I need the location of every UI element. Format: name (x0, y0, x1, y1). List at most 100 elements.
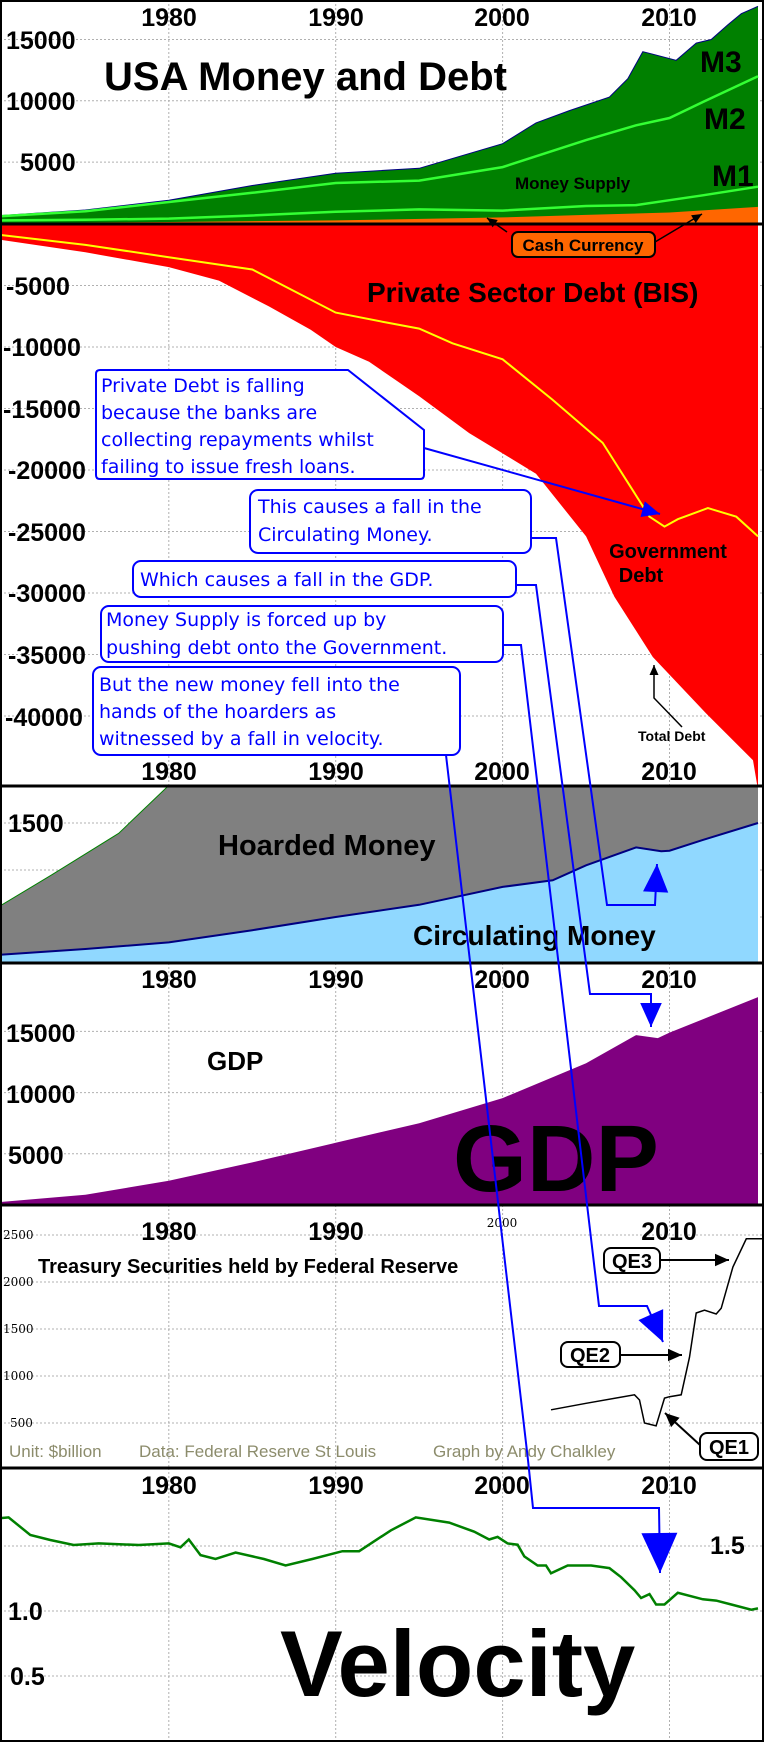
y-tick-label: -25000 (8, 519, 86, 547)
x-tick-label: 2010 (641, 966, 697, 994)
y-tick-label: 1.0 (8, 1598, 43, 1626)
chart-title: USA Money and Debt (104, 55, 507, 99)
total-debt-area (1, 224, 758, 786)
callout-box-circulating (249, 489, 532, 554)
y-tick-label: 1500 (8, 810, 64, 838)
callout-text: Circulating Money. (258, 524, 433, 546)
m1-line (1, 185, 759, 222)
x-tick-label: 2000 (487, 1216, 518, 1230)
x-tick-label: 2000 (474, 758, 530, 786)
circulating-arrow-head (643, 864, 669, 893)
hoarded-money-line (1, 786, 169, 906)
velocity-arrow-head (641, 1532, 678, 1573)
y-tick-label: 1000 (3, 1369, 34, 1383)
x-tick-label: 1980 (141, 758, 197, 786)
treasury-panel: 1980 1990 2000 2010 2500 2000 1500 1000 … (3, 1216, 759, 1461)
callout-text: pushing debt onto the Government. (106, 637, 447, 659)
m3-outline (1, 5, 759, 216)
panel-marks (550, 1238, 763, 1427)
y-tick-label: 15000 (6, 1020, 76, 1048)
total-debt-arrow-line (653, 665, 683, 728)
velocity-line (1, 1516, 759, 1611)
qe3-label: QE3 (612, 1251, 652, 1273)
x-tick-label: 2000 (474, 1472, 530, 1500)
cash-currency-arrow-right-head (691, 214, 702, 223)
government-debt-label: Government (609, 541, 727, 563)
qe1-box (699, 1432, 759, 1461)
callouts: Private Debt is falling because the bank… (92, 369, 532, 756)
qe2-label: QE2 (570, 1345, 610, 1367)
y-tick-label: -40000 (5, 704, 83, 732)
unit-label: Unit: $billion (9, 1442, 102, 1461)
y-tick-label: -5000 (6, 273, 70, 301)
private-debt-line (1, 234, 759, 538)
callout-box-private-debt (95, 369, 425, 480)
panel-marks (1, 224, 759, 786)
qe2-arrow-head (668, 1348, 682, 1362)
cash-currency-arrow-left-head (487, 218, 498, 228)
series-label-m3: M3 (700, 46, 742, 79)
x-tick-label: 1990 (308, 1472, 364, 1500)
x-tick-label: 2010 (641, 1472, 697, 1500)
callout-text: Private Debt is falling (101, 375, 305, 397)
callout-box-money-supply (100, 605, 504, 663)
qe1-arrow-head (665, 1413, 680, 1428)
callout-text: witnessed by a fall in velocity. (99, 728, 384, 750)
y-tick-label: 2000 (3, 1275, 34, 1289)
money-panel: 1980 1990 2000 2010 15000 10000 5000 USA… (6, 4, 754, 193)
y-tick-label: 10000 (6, 1081, 76, 1109)
x-tick-label: 1990 (308, 1218, 364, 1246)
panel-marks (1, 1516, 759, 1611)
x-tick-label: 1990 (308, 4, 364, 32)
government-debt-label: Debt (619, 565, 664, 587)
callout-text: This causes a fall in the (257, 496, 482, 518)
x-tick-label: 1980 (141, 1218, 197, 1246)
y-tick-label: -20000 (8, 457, 86, 485)
x-tick-label: 1980 (141, 4, 197, 32)
source-label: Data: Federal Reserve St Louis (139, 1442, 376, 1461)
gdp-big-label: GDP (453, 1106, 659, 1212)
panel-marks (1, 997, 758, 1205)
qe1-label: QE1 (709, 1437, 749, 1459)
x-tick-label: 1990 (308, 758, 364, 786)
cash-currency-box (511, 231, 656, 258)
velocity-panel: 1980 1990 2000 2010 1.5 1.0 0.5 Velocity (8, 1472, 745, 1716)
circulating-money-label: Circulating Money (413, 920, 656, 951)
x-tick-label: 1980 (141, 966, 197, 994)
callout-text: hands of the hoarders as (99, 701, 336, 723)
x-tick-label: 2010 (641, 758, 697, 786)
y-tick-label: -35000 (8, 642, 86, 670)
m2-line (1, 75, 759, 218)
circulating-money-line (1, 822, 759, 956)
callout-text: Which causes a fall in the GDP. (140, 569, 433, 591)
y-tick-label: 5000 (8, 1142, 64, 1170)
x-tick-label: 2010 (641, 4, 697, 32)
y-tick-label: 500 (10, 1416, 33, 1430)
panel-marks (1, 5, 759, 224)
callout-text: failing to issue fresh loans. (101, 456, 356, 478)
x-tick-label: 1990 (308, 966, 364, 994)
gdp-arrow-head (640, 1003, 662, 1027)
x-tick-label: 2000 (474, 966, 530, 994)
private-debt-arrow-line (423, 447, 661, 515)
treasury-title: Treasury Securities held by Federal Rese… (38, 1256, 458, 1278)
y-tick-label: -15000 (3, 396, 81, 424)
y-tick-label: 1500 (3, 1322, 34, 1336)
gdp-small-label: GDP (207, 1046, 263, 1076)
velocity-arrow-line (445, 754, 661, 1574)
hoarded-panel: 1500 Hoarded Money Circulating Money (8, 810, 656, 951)
debt-panel: -5000 -10000 -15000 -20000 -25000 -30000… (3, 273, 727, 786)
y-tick-label: 1.5 (710, 1532, 745, 1560)
y-tick-label: 5000 (20, 149, 76, 177)
private-debt-arrow-head (640, 501, 660, 517)
callout-text: But the new money fell into the (99, 674, 400, 696)
callout-text: Money Supply is forced up by (106, 609, 386, 631)
treasury-line (550, 1238, 763, 1427)
money-supply-arrow-head (638, 1309, 664, 1342)
velocity-big-label: Velocity (280, 1611, 635, 1716)
callout-box-gdp (132, 560, 517, 598)
cash-currency-label: Cash Currency (523, 236, 644, 255)
